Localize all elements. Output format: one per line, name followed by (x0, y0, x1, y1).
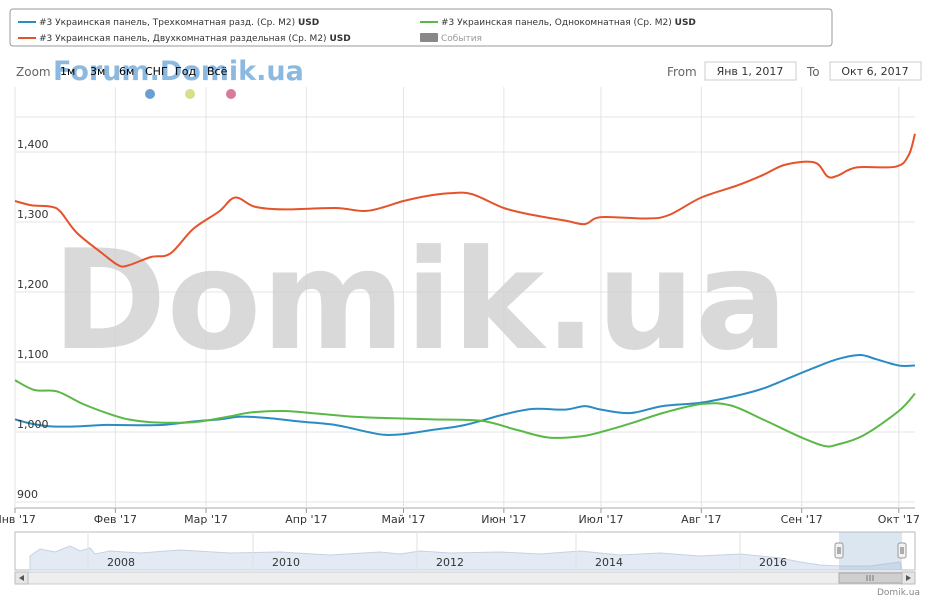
range-selector: Zoom 1м 3м 6м СНГ Год Всё From Янв 1, 20… (16, 61, 922, 81)
x-tick-label: Июл '17 (578, 513, 623, 526)
event-dot[interactable] (145, 89, 155, 99)
legend-item-unit: USD (298, 18, 319, 28)
zoom-button-label: 6м (119, 65, 134, 78)
legend-item-unit: USD (329, 34, 350, 44)
watermark-center: Domik.ua (52, 220, 788, 381)
event-dot[interactable] (226, 89, 236, 99)
navigator-handle-right[interactable] (897, 542, 907, 559)
to-date-input[interactable]: Окт 6, 2017 (829, 61, 922, 81)
plot-area: Domik.ua 900 1,000 1,100 1,200 1,300 1,400 Ян… (0, 87, 920, 526)
event-dot[interactable] (185, 89, 195, 99)
zoom-button-all[interactable]: Всё (207, 65, 228, 78)
zoom-button-label: 3м (90, 65, 105, 78)
zoom-button-label: 1м (60, 65, 75, 78)
legend-item-label: #3 Украинская панель, Двухкомнатная разд… (39, 34, 327, 44)
svg-text:#3 Украинская панель, Двухкомн: #3 Украинская панель, Двухкомнатная разд… (39, 34, 351, 44)
y-tick-label: 1,400 (17, 138, 49, 151)
legend-item-label: #3 Украинская панель, Трехкомнатная разд… (39, 18, 295, 28)
navigator-year-label: 2008 (107, 556, 135, 569)
x-tick-label: Июн '17 (481, 513, 526, 526)
y-tick-label: 1,100 (17, 348, 49, 361)
x-tick-label: Апр '17 (285, 513, 327, 526)
zoom-button-ytd[interactable]: СНГ (145, 65, 168, 78)
navigator[interactable]: 2008 2010 2012 2014 2016 (14, 531, 916, 571)
y-tick-label: 900 (17, 488, 38, 501)
navigator-handle-left[interactable] (834, 542, 844, 559)
navigator-year-label: 2016 (759, 556, 787, 569)
from-date-input[interactable]: Янв 1, 2017 (704, 61, 797, 81)
x-axis: Янв '17 Фев '17 Мар '17 Апр '17 Май '17 Июн '… (0, 508, 920, 526)
navigator-year-label: 2014 (595, 556, 623, 569)
grid (14, 87, 915, 509)
series-layer (14, 133, 916, 448)
to-label: To (806, 65, 820, 79)
legend: #3 Украинская панель, Трехкомнатная разд… (9, 8, 833, 47)
from-label: From (667, 65, 697, 79)
event-markers (145, 89, 236, 99)
x-tick-label: Янв '17 (0, 513, 36, 526)
legend-item-label: События (441, 34, 482, 44)
scrollbar[interactable] (14, 571, 916, 585)
zoom-button-6m[interactable]: 6м (119, 65, 134, 78)
scroll-right-button[interactable] (901, 571, 916, 585)
chevron-right-icon (906, 575, 911, 581)
legend-item-unit: USD (675, 18, 696, 28)
legend-item-series-3[interactable]: #3 Украинская панель, Двухкомнатная разд… (18, 34, 351, 44)
svg-text:#3 Украинская панель, Однокомн: #3 Украинская панель, Однокомнатная (Ср.… (441, 18, 696, 28)
navigator-year-label: 2012 (436, 556, 464, 569)
navigator-series (29, 545, 903, 571)
zoom-button-3m[interactable]: 3м (90, 65, 105, 78)
x-tick-label: Май '17 (382, 513, 426, 526)
y-axis: 900 1,000 1,100 1,200 1,300 1,400 (17, 138, 49, 501)
x-tick-label: Авг '17 (681, 513, 721, 526)
legend-item-series-1[interactable]: #3 Украинская панель, Трехкомнатная разд… (18, 18, 319, 28)
x-tick-label: Мар '17 (184, 513, 228, 526)
series-line-1[interactable] (14, 133, 916, 268)
x-tick-label: Окт '17 (878, 513, 920, 526)
from-date-value: Янв 1, 2017 (717, 65, 784, 78)
credit-link[interactable]: Domik.ua (877, 588, 920, 598)
zoom-button-1m[interactable]: 1м (60, 65, 75, 78)
zoom-button-label: Год (175, 65, 196, 78)
grip-icon (866, 575, 874, 581)
series-line-2[interactable] (14, 354, 916, 436)
y-tick-label: 1,300 (17, 208, 49, 221)
zoom-label: Zoom (16, 65, 51, 79)
navigator-year-label: 2010 (272, 556, 300, 569)
x-tick-label: Сен '17 (781, 513, 823, 526)
series-line-3[interactable] (14, 379, 916, 448)
y-tick-label: 1,000 (17, 418, 49, 431)
x-tick-label: Фев '17 (94, 513, 137, 526)
watermark-top: Forum.Domik.ua (53, 56, 304, 87)
legend-item-series-2[interactable]: #3 Украинская панель, Однокомнатная (Ср.… (420, 18, 696, 28)
legend-item-events[interactable]: События (420, 33, 482, 44)
chevron-left-icon (19, 575, 24, 581)
to-date-value: Окт 6, 2017 (841, 65, 908, 78)
navigator-year-labels: 2008 2010 2012 2014 2016 (87, 532, 787, 570)
legend-item-label: #3 Украинская панель, Однокомнатная (Ср.… (441, 18, 672, 28)
zoom-button-label: СНГ (145, 65, 168, 78)
zoom-button-1y[interactable]: Год (175, 65, 196, 78)
navigator-selection[interactable] (839, 532, 902, 570)
zoom-button-label: Всё (207, 65, 228, 78)
y-tick-label: 1,200 (17, 278, 49, 291)
scroll-left-button[interactable] (14, 571, 29, 585)
svg-text:#3 Украинская панель, Трехкомн: #3 Украинская панель, Трехкомнатная разд… (39, 18, 319, 28)
